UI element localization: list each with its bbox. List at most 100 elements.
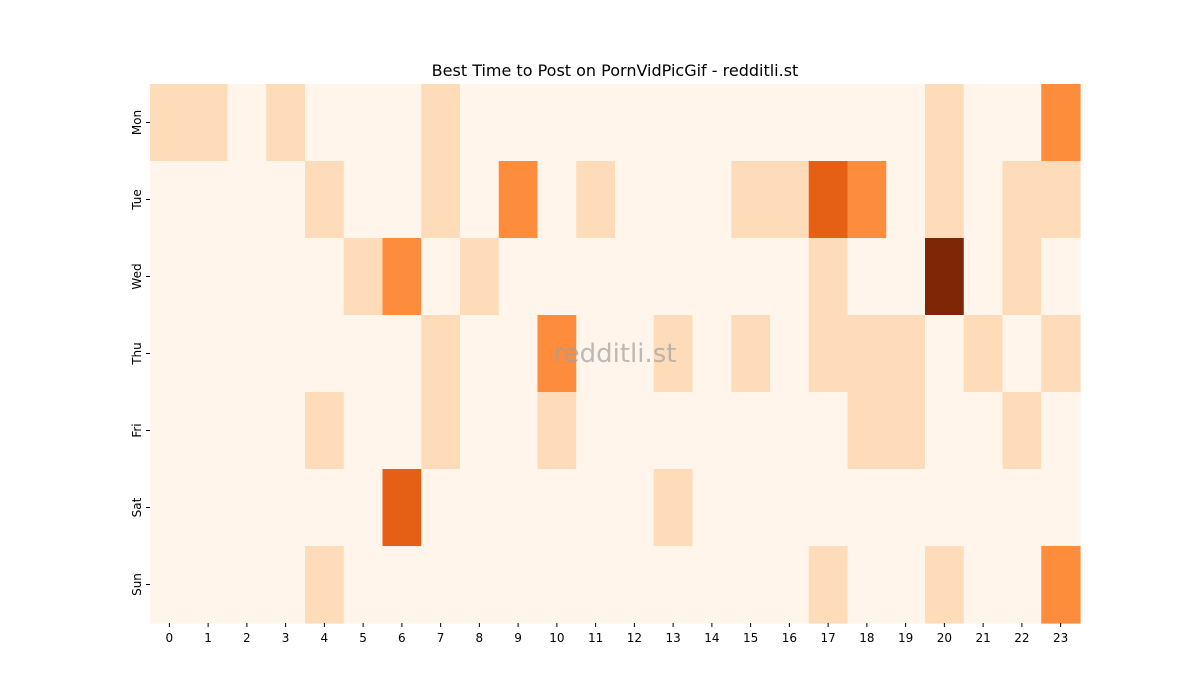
heatmap-cell-thu-16 (770, 315, 810, 393)
heatmap-cell-mon-9 (498, 84, 539, 162)
heatmap-cell-tue-5 (343, 161, 384, 239)
heatmap-cell-wed-15 (731, 238, 771, 316)
heatmap-cell-fri-17 (808, 392, 849, 470)
heatmap-cell-thu-3 (266, 315, 306, 393)
heatmap-cell-thu-2 (227, 315, 267, 393)
x-tick-label-20: 20 (937, 631, 952, 645)
heatmap-cell-mon-15 (731, 84, 771, 162)
heatmap-cell-tue-10 (537, 161, 577, 239)
heatmap-cell-sun-22 (1002, 546, 1042, 624)
x-tick-label-6: 6 (398, 631, 406, 645)
heatmap-cell-thu-1 (188, 315, 229, 393)
heatmap-cell-sat-23 (1041, 469, 1081, 547)
heatmap-cell-fri-12 (615, 392, 655, 470)
heatmap-cell-sat-3 (266, 469, 306, 547)
heatmap-cell-sat-16 (770, 469, 810, 547)
heatmap-cell-fri-0 (150, 392, 190, 470)
x-tick-label-13: 13 (665, 631, 680, 645)
x-tick-label-5: 5 (359, 631, 367, 645)
heatmap-cell-thu-5 (343, 315, 384, 393)
heatmap-cell-sat-10 (537, 469, 577, 547)
heatmap-cell-sat-20 (925, 469, 965, 547)
heatmap-cell-sun-11 (576, 546, 616, 624)
heatmap-cell-mon-3 (266, 84, 306, 162)
heatmap-cell-thu-6 (382, 315, 422, 393)
heatmap-cell-thu-23 (1041, 315, 1081, 393)
heatmap-cell-thu-7 (421, 315, 461, 393)
heatmap-cell-sun-2 (227, 546, 267, 624)
heatmap-cell-sun-20 (925, 546, 965, 624)
heatmap-cell-sat-14 (692, 469, 732, 547)
heatmap-cell-thu-8 (460, 315, 500, 393)
heatmap-cell-wed-9 (498, 238, 539, 316)
heatmap-cell-wed-18 (847, 238, 887, 316)
heatmap-cell-sat-22 (1002, 469, 1042, 547)
heatmap-cell-wed-3 (266, 238, 306, 316)
heatmap-cell-wed-14 (692, 238, 732, 316)
heatmap-cell-tue-12 (615, 161, 655, 239)
heatmap-cell-sun-21 (963, 546, 1004, 624)
heatmap-cell-sun-9 (498, 546, 539, 624)
heatmap-cell-wed-16 (770, 238, 810, 316)
heatmap-cell-mon-18 (847, 84, 887, 162)
heatmap-cell-sun-8 (460, 546, 500, 624)
heatmap-cell-sat-7 (421, 469, 461, 547)
heatmap-cell-fri-2 (227, 392, 267, 470)
x-tick-label-14: 14 (704, 631, 719, 645)
x-tick-label-12: 12 (627, 631, 642, 645)
heatmap-cell-sat-8 (460, 469, 500, 547)
x-tick-label-4: 4 (321, 631, 329, 645)
heatmap-cell-sun-15 (731, 546, 771, 624)
x-tick-label-0: 0 (166, 631, 174, 645)
heatmap-cell-fri-1 (188, 392, 229, 470)
heatmap-cell-wed-23 (1041, 238, 1081, 316)
heatmap-cell-thu-0 (150, 315, 190, 393)
x-tick-label-15: 15 (743, 631, 758, 645)
heatmap-cell-tue-8 (460, 161, 500, 239)
heatmap-cell-sun-12 (615, 546, 655, 624)
y-tick-label-wed: Wed (130, 263, 144, 289)
heatmap-cell-wed-17 (808, 238, 849, 316)
heatmap-cell-wed-11 (576, 238, 616, 316)
heatmap-cell-wed-19 (886, 238, 926, 316)
heatmap-cell-wed-20 (925, 238, 965, 316)
x-tick-label-8: 8 (476, 631, 484, 645)
heatmap-cell-tue-20 (925, 161, 965, 239)
heatmap-cell-wed-21 (963, 238, 1004, 316)
heatmap-cell-mon-1 (188, 84, 229, 162)
heatmap-cell-sun-14 (692, 546, 732, 624)
x-axis-ticks: 0 1 2 3 4 5 6 7 8 9 10 11 12 13 14 15 16 17 18 19 20 21 22 23 (166, 623, 1068, 645)
heatmap-cell-fri-18 (847, 392, 887, 470)
heatmap-cell-tue-18 (847, 161, 887, 239)
heatmap-cell-sat-2 (227, 469, 267, 547)
y-tick-label-sat: Sat (130, 497, 144, 517)
heatmap-cell-sun-0 (150, 546, 190, 624)
heatmap-cell-thu-19 (886, 315, 926, 393)
x-tick-label-23: 23 (1053, 631, 1068, 645)
heatmap-cell-fri-15 (731, 392, 771, 470)
heatmap-cell-mon-22 (1002, 84, 1042, 162)
heatmap-cell-sun-16 (770, 546, 810, 624)
heatmap-cell-mon-14 (692, 84, 732, 162)
heatmap-cell-thu-21 (963, 315, 1004, 393)
heatmap-cell-wed-2 (227, 238, 267, 316)
heatmap-cell-mon-2 (227, 84, 267, 162)
x-tick-label-16: 16 (782, 631, 797, 645)
heatmap-cell-mon-11 (576, 84, 616, 162)
heatmap-cell-tue-21 (963, 161, 1004, 239)
y-tick-label-mon: Mon (130, 110, 144, 135)
x-tick-label-3: 3 (282, 631, 290, 645)
heatmap-cell-fri-14 (692, 392, 732, 470)
heatmap-cell-fri-19 (886, 392, 926, 470)
heatmap-cell-tue-16 (770, 161, 810, 239)
heatmap-cell-fri-10 (537, 392, 577, 470)
heatmap-cell-thu-17 (808, 315, 849, 393)
heatmap-cell-wed-7 (421, 238, 461, 316)
heatmap-cell-fri-5 (343, 392, 384, 470)
y-tick-label-tue: Tue (130, 189, 144, 211)
heatmap-cell-tue-15 (731, 161, 771, 239)
heatmap-cell-sun-4 (305, 546, 345, 624)
heatmap-cell-fri-16 (770, 392, 810, 470)
heatmap-cell-fri-13 (653, 392, 694, 470)
